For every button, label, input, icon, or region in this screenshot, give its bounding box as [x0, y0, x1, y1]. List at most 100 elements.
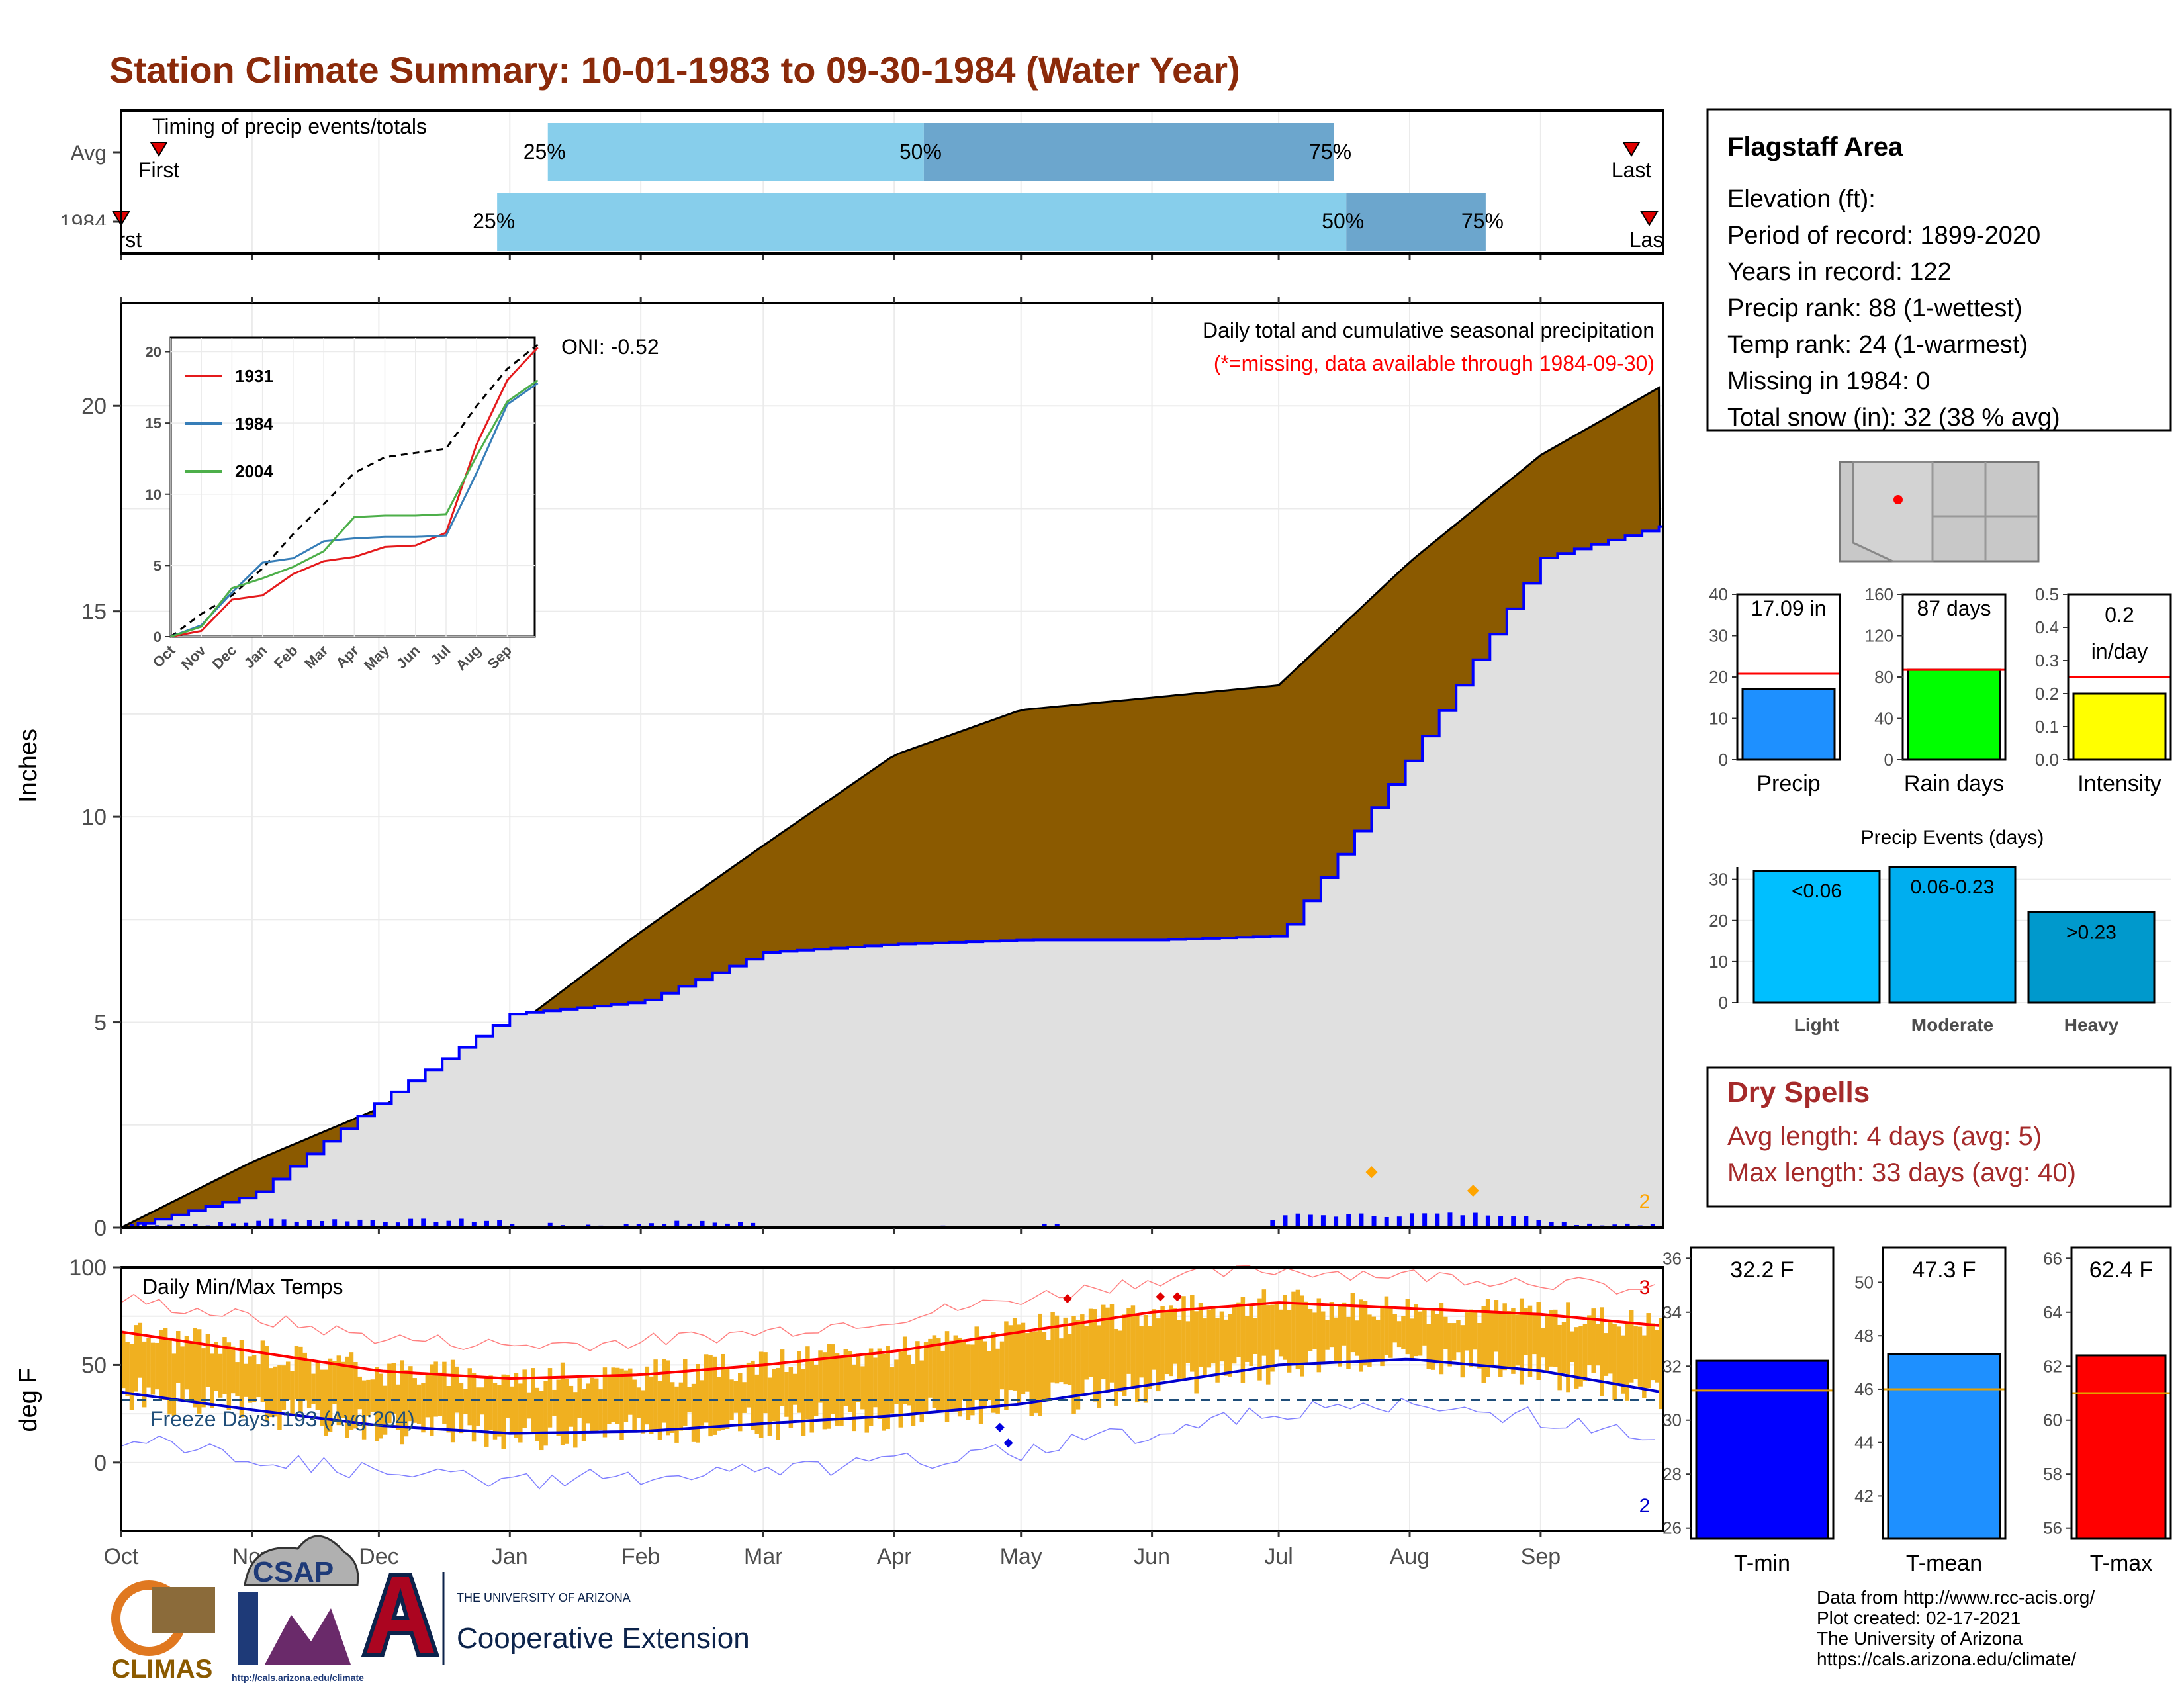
- daily-temp-bar: [315, 1362, 320, 1410]
- daily-temp-bar: [590, 1377, 595, 1432]
- daily-temp-bar: [835, 1353, 840, 1426]
- last-event-marker: [1640, 211, 1659, 226]
- daily-temp-bar: [1473, 1310, 1478, 1350]
- daily-temp-bar: [577, 1378, 582, 1418]
- daily-temp-bar: [940, 1350, 945, 1413]
- daily-temp-bar: [978, 1336, 983, 1424]
- daily-temp-bar: [1004, 1321, 1009, 1410]
- daily-temp-bar: [1329, 1302, 1334, 1348]
- daily-temp-bar: [1498, 1312, 1503, 1377]
- timing-bar-50-75: [1346, 193, 1486, 251]
- timing-q25-label: 25%: [523, 140, 566, 163]
- daily-temp-bar: [1646, 1313, 1651, 1389]
- mini-temp-frame: [2070, 1246, 2172, 1540]
- daily-temp-bar: [328, 1358, 333, 1432]
- arizona-shape: [1852, 461, 1934, 563]
- daily-temp-bar: [1338, 1306, 1342, 1367]
- daily-temp-bar: [1017, 1324, 1021, 1404]
- daily-precip-bar: [1042, 1223, 1047, 1228]
- daily-temp-bar: [1093, 1309, 1097, 1402]
- precip-ytick-label: 5: [94, 1011, 107, 1036]
- daily-temp-bar: [349, 1352, 354, 1430]
- daily-temp-bar: [421, 1383, 426, 1433]
- daily-temp-bar: [923, 1342, 929, 1413]
- daily-precip-bar: [1283, 1215, 1288, 1228]
- daily-temp-bar: [501, 1374, 506, 1449]
- mini-temp-value: 32.2 F: [1730, 1257, 1794, 1283]
- clip-mask-left: [0, 225, 121, 255]
- daily-temp-bar: [167, 1337, 172, 1415]
- daily-temp-bar: [201, 1348, 206, 1408]
- daily-temp-bar: [1232, 1306, 1237, 1364]
- mini-temp-ytick-label: 60: [2043, 1410, 2062, 1430]
- daily-temp-bar: [1279, 1309, 1283, 1357]
- daily-temp-bar: [1316, 1298, 1322, 1373]
- events-ytick-label: 0: [1719, 993, 1728, 1013]
- daily-temp-bar: [306, 1361, 312, 1409]
- daily-temp-bar: [1156, 1318, 1161, 1392]
- events-ytick-label: 20: [1709, 911, 1728, 931]
- daily-temp-bar: [1257, 1298, 1262, 1381]
- mini-precip-ytick-label: 0.1: [2035, 717, 2059, 737]
- inset-series-line: [170, 347, 539, 638]
- inset-legend-label: 1931: [235, 366, 273, 386]
- daily-temp-bar: [214, 1342, 218, 1391]
- daily-temp-bar: [1071, 1316, 1076, 1414]
- daily-temp-bar: [827, 1344, 831, 1429]
- daily-temp-bar: [1265, 1305, 1271, 1385]
- daily-precip-bar: [484, 1220, 489, 1228]
- daily-precip-bar: [193, 1223, 198, 1228]
- daily-temp-bar: [1143, 1314, 1148, 1403]
- daily-temp-bar: [949, 1340, 954, 1412]
- mini-temp-ytick-label: 28: [1662, 1464, 1682, 1484]
- daily-temp-bar: [1629, 1310, 1634, 1383]
- footer-logos: CLIMAS CSAP http://cals.arizona.edu/clim…: [111, 1535, 750, 1684]
- dry-spells-frame: [1706, 1066, 2172, 1208]
- precip-ylabel: Inches: [15, 729, 42, 803]
- mini-temp-frame: [1882, 1246, 2007, 1540]
- daily-precip-bar: [1270, 1220, 1275, 1228]
- daily-temp-bar: [1642, 1335, 1647, 1398]
- daily-temp-bar: [251, 1355, 257, 1402]
- daily-temp-bar: [1038, 1313, 1042, 1416]
- daily-temp-bar: [1447, 1323, 1452, 1367]
- daily-temp-bar: [1557, 1324, 1562, 1391]
- timing-row-label: Avg: [70, 141, 107, 165]
- mini-precip-ytick-label: 0.5: [2035, 584, 2059, 604]
- daily-temp-bar: [1118, 1330, 1123, 1392]
- daily-temp-bar: [700, 1380, 705, 1426]
- mini-temp-label: T-min: [1734, 1551, 1790, 1576]
- mini-precip-panels: 0 10 20 30 40 17.09 in Precip 0 40 80 120 160 87 day…: [1709, 584, 2172, 796]
- daily-temp-bar: [573, 1392, 578, 1448]
- daily-temp-bar: [1152, 1309, 1157, 1370]
- temp-ytick-label: 0: [94, 1451, 107, 1476]
- daily-temp-bar: [395, 1384, 400, 1430]
- daily-temp-bar: [1320, 1311, 1326, 1365]
- daily-temp-bar: [754, 1374, 760, 1434]
- daily-temp-bar: [1409, 1318, 1414, 1359]
- daily-temp-bar: [244, 1363, 248, 1397]
- daily-precip-bar: [395, 1222, 400, 1228]
- daily-temp-bar: [1477, 1322, 1482, 1369]
- month-label: Sep: [1521, 1544, 1561, 1569]
- daily-temp-bar: [999, 1341, 1005, 1390]
- daily-temp-bar: [953, 1335, 958, 1412]
- daily-temp-bar: [615, 1367, 620, 1424]
- daily-temp-bar: [894, 1359, 899, 1404]
- station-location-dot: [1893, 495, 1903, 504]
- daily-temp-bar: [738, 1373, 743, 1432]
- mini-precip-ytick-label: 10: [1709, 709, 1728, 729]
- daily-temp-bar: [222, 1337, 227, 1394]
- footer-credits: Data from http://www.rcc-acis.org/Plot c…: [1817, 1587, 2095, 1669]
- daily-temp-bar: [1194, 1311, 1199, 1394]
- mini-precip-value: 17.09 in: [1751, 596, 1827, 620]
- daily-temp-bar: [1177, 1320, 1182, 1379]
- daily-temp-bar: [1088, 1308, 1093, 1377]
- mini-precip-ytick-label: 40: [1874, 709, 1893, 729]
- daily-temp-bar: [813, 1365, 819, 1417]
- daily-temp-bar: [991, 1332, 996, 1413]
- daily-precip-bar: [1561, 1222, 1567, 1228]
- daily-temp-bar: [565, 1378, 569, 1444]
- daily-temp-bar: [260, 1340, 265, 1402]
- daily-temp-bar: [210, 1353, 214, 1408]
